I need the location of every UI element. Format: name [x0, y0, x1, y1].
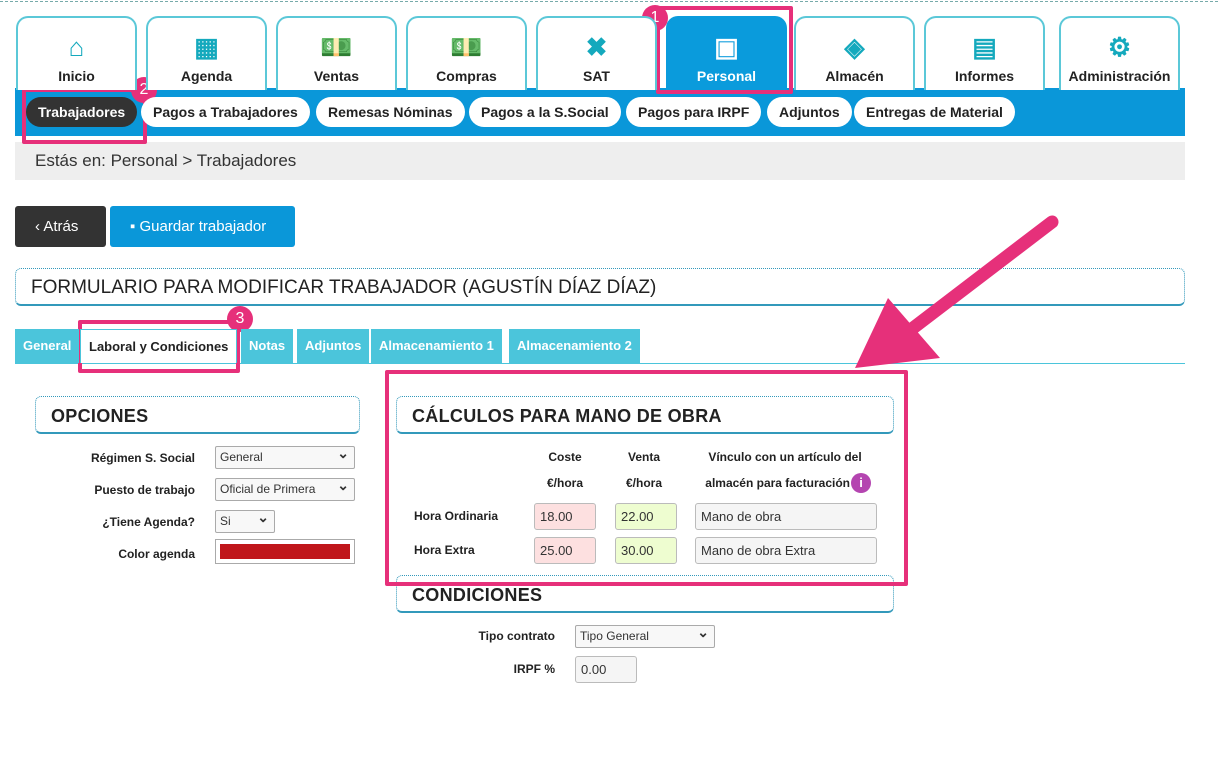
annotation-badge-3: 3: [227, 306, 253, 332]
sub-nav-3[interactable]: Pagos a la S.Social: [469, 97, 621, 127]
form-tab-3[interactable]: Adjuntos: [297, 329, 370, 363]
annotation-box-calculos: [385, 370, 908, 586]
irpf-input[interactable]: 0.00: [575, 656, 637, 683]
calc-row-label-0: Hora Ordinaria: [414, 509, 499, 523]
breadcrumb: Estás en: Personal > Trabajadores: [15, 142, 1185, 180]
nav-tab-5[interactable]: ▣ Personal: [666, 16, 787, 90]
opciones-label-0: Régimen S. Social: [90, 451, 195, 465]
opciones-select-2[interactable]: Si: [215, 507, 275, 533]
boxes-icon: ◈: [844, 32, 865, 62]
nav-tab-7[interactable]: ▤ Informes: [924, 16, 1045, 90]
clipboard-icon: ▤: [972, 32, 997, 62]
venta-input-1[interactable]: 30.00: [615, 537, 677, 564]
coste-input-0[interactable]: 18.00: [534, 503, 596, 530]
calculos-heading: CÁLCULOS PARA MANO DE OBRA: [396, 396, 894, 434]
tipo-contrato-label: Tipo contrato: [478, 629, 555, 643]
irpf-label: IRPF %: [513, 662, 555, 676]
vinculo-header: Vínculo con un artículo del: [708, 450, 862, 464]
sub-nav-5[interactable]: Adjuntos: [767, 97, 852, 127]
venta-unit: €/hora: [625, 476, 662, 490]
sub-nav-4[interactable]: Pagos para IRPF: [626, 97, 762, 127]
money-plus-icon: 💵: [320, 32, 353, 62]
back-button[interactable]: ‹ Atrás: [15, 206, 106, 247]
opciones-label-3: Color agenda: [118, 547, 195, 561]
save-icon: ▪: [130, 218, 140, 235]
calendar-icon: ▦: [194, 32, 219, 62]
coste-unit: €/hora: [546, 476, 583, 490]
venta-input-0[interactable]: 22.00: [615, 503, 677, 530]
id-card-icon: ▣: [714, 32, 739, 62]
opciones-heading: OPCIONES: [35, 396, 360, 434]
form-tab-1[interactable]: Laboral y Condiciones: [80, 329, 238, 363]
gears-icon: ⚙: [1107, 32, 1132, 62]
nav-tab-0[interactable]: ⌂ Inicio: [16, 16, 137, 90]
color-agenda-picker[interactable]: [215, 539, 355, 564]
sub-nav-1[interactable]: Pagos a Trabajadores: [141, 97, 310, 127]
tipo-contrato-select[interactable]: Tipo General: [575, 622, 715, 648]
tab-divider: [15, 363, 1185, 364]
money-minus-icon: 💵: [450, 32, 483, 62]
nav-tab-8[interactable]: ⚙ Administración: [1059, 16, 1180, 90]
form-title: FORMULARIO PARA MODIFICAR TRABAJADOR (AG…: [15, 268, 1185, 306]
nav-tab-4[interactable]: ✖ SAT: [536, 16, 657, 90]
arrow-annotation: [855, 215, 1059, 368]
top-border: [0, 1, 1218, 2]
form-tab-5[interactable]: Almacenamiento 2: [509, 329, 640, 363]
form-tab-0[interactable]: General: [15, 329, 80, 363]
nav-tab-2[interactable]: 💵 Ventas: [276, 16, 397, 90]
save-button[interactable]: ▪ Guardar trabajador: [110, 206, 295, 247]
form-tab-2[interactable]: Notas: [241, 329, 294, 363]
info-icon[interactable]: i: [851, 473, 871, 493]
calc-row-label-1: Hora Extra: [414, 543, 475, 557]
articulo-input-0[interactable]: Mano de obra: [695, 503, 877, 530]
chevron-left-icon: ‹: [35, 218, 44, 235]
venta-header: Venta: [627, 450, 660, 464]
coste-input-1[interactable]: 25.00: [534, 537, 596, 564]
nav-tab-1[interactable]: ▦ Agenda: [146, 16, 267, 90]
home-icon: ⌂: [68, 32, 85, 62]
sub-nav-6[interactable]: Entregas de Material: [854, 97, 1015, 127]
opciones-select-0[interactable]: General: [215, 443, 355, 469]
opciones-label-2: ¿Tiene Agenda?: [102, 515, 195, 529]
vinculo-header-2: almacén para facturación: [705, 476, 850, 490]
annotation-box-1: [656, 6, 793, 94]
nav-tab-3[interactable]: 💵 Compras: [406, 16, 527, 90]
coste-header: Coste: [548, 450, 582, 464]
articulo-input-1[interactable]: Mano de obra Extra: [695, 537, 877, 564]
opciones-label-1: Puesto de trabajo: [94, 483, 195, 497]
nav-tab-6[interactable]: ◈ Almacén: [794, 16, 915, 90]
condiciones-heading: CONDICIONES: [396, 575, 894, 613]
tools-icon: ✖: [585, 32, 608, 62]
opciones-select-1[interactable]: Oficial de Primera: [215, 475, 355, 501]
sub-nav-0[interactable]: Trabajadores: [26, 97, 138, 127]
form-tab-4[interactable]: Almacenamiento 1: [371, 329, 502, 363]
sub-nav-2[interactable]: Remesas Nóminas: [316, 97, 465, 127]
